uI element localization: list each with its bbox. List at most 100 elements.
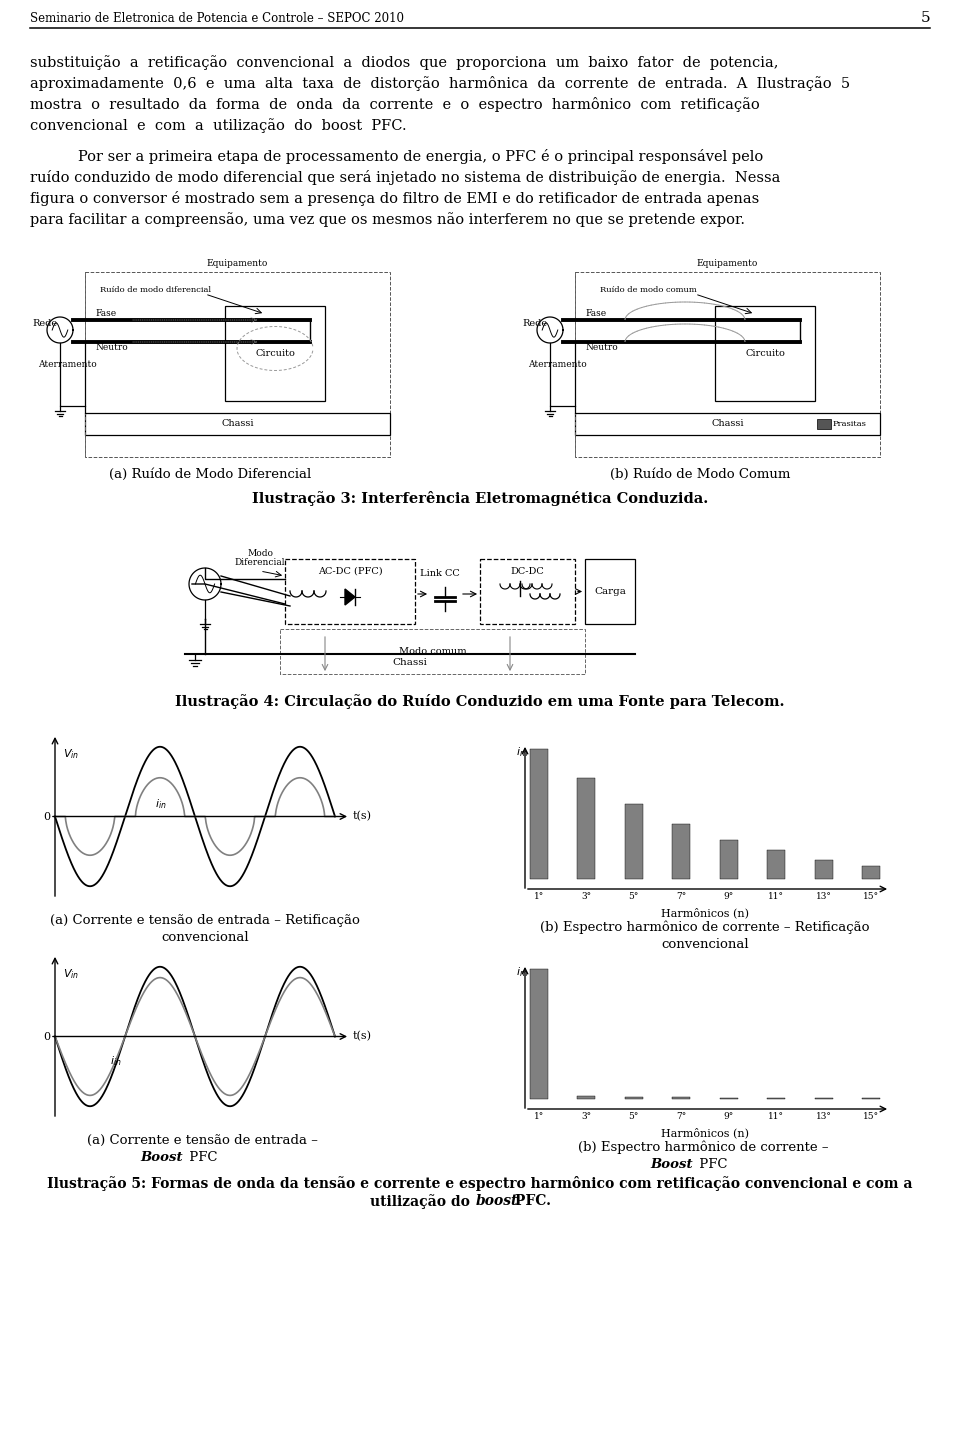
Text: $V_{in}$: $V_{in}$: [63, 967, 79, 980]
Bar: [575, 272, 880, 456]
Text: para facilitar a compreensão, uma vez que os mesmos não interferem no que se pre: para facilitar a compreensão, uma vez qu…: [30, 212, 745, 228]
Bar: [577, 1096, 595, 1099]
Text: aproximadamente  0,6  e  uma  alta  taxa  de  distorção  harmônica  da  corrente: aproximadamente 0,6 e uma alta taxa de d…: [30, 76, 851, 92]
Bar: [767, 850, 785, 879]
Text: $i_{in}$: $i_{in}$: [110, 1055, 122, 1068]
Text: Rede: Rede: [522, 319, 547, 328]
Text: Equipamento: Equipamento: [206, 259, 268, 268]
Text: Diferencial: Diferencial: [235, 558, 285, 567]
Text: Aterramento: Aterramento: [528, 361, 587, 369]
Bar: [862, 866, 880, 879]
Text: 0: 0: [43, 1032, 50, 1042]
Text: 3°: 3°: [582, 892, 591, 902]
Bar: [575, 414, 880, 435]
Bar: [715, 306, 815, 401]
Bar: [672, 1098, 690, 1099]
Text: Circuito: Circuito: [255, 349, 295, 358]
Text: Neutro: Neutro: [585, 343, 617, 352]
Text: 13°: 13°: [816, 892, 831, 902]
Text: Chassi: Chassi: [711, 419, 744, 428]
Bar: [85, 272, 390, 456]
Text: 11°: 11°: [768, 892, 784, 902]
Text: (a) Ruído de Modo Diferencial: (a) Ruído de Modo Diferencial: [108, 468, 311, 481]
Text: Fase: Fase: [585, 309, 606, 318]
Text: boost: boost: [476, 1193, 518, 1208]
Text: Boost: Boost: [650, 1158, 693, 1171]
Text: 13°: 13°: [816, 1112, 831, 1120]
Text: 0: 0: [43, 811, 50, 821]
Text: Ilustração 4: Circulação do Ruído Conduzido em uma Fonte para Telecom.: Ilustração 4: Circulação do Ruído Conduz…: [176, 694, 784, 708]
Text: DC-DC: DC-DC: [511, 567, 544, 577]
Bar: [815, 860, 832, 879]
Bar: [225, 306, 325, 401]
Text: (b) Espectro harmônico de corrente –: (b) Espectro harmônico de corrente –: [578, 1141, 832, 1155]
Bar: [530, 748, 548, 879]
Bar: [85, 414, 390, 435]
Text: Aterramento: Aterramento: [38, 361, 97, 369]
Bar: [817, 419, 831, 429]
Text: Circuito: Circuito: [745, 349, 785, 358]
Text: Ilustração 5: Formas de onda da tensão e corrente e espectro harmônico com retif: Ilustração 5: Formas de onda da tensão e…: [47, 1176, 913, 1191]
Bar: [625, 1098, 643, 1099]
Bar: [672, 824, 690, 879]
Bar: [625, 804, 643, 879]
Text: Seminario de Eletronica de Potencia e Controle – SEPOC 2010: Seminario de Eletronica de Potencia e Co…: [30, 11, 404, 24]
Text: Chassi: Chassi: [221, 419, 253, 428]
Text: Fase: Fase: [95, 309, 116, 318]
Polygon shape: [345, 590, 355, 605]
Text: 5°: 5°: [629, 1112, 639, 1120]
Text: 5: 5: [921, 11, 930, 24]
Text: Boost: Boost: [140, 1151, 183, 1163]
Text: 7°: 7°: [676, 1112, 686, 1120]
Text: Ruído de modo comum: Ruído de modo comum: [600, 286, 697, 293]
Text: Ilustração 3: Interferência Eletromagnética Conduzida.: Ilustração 3: Interferência Eletromagnét…: [252, 491, 708, 507]
Text: PFC.: PFC.: [510, 1193, 551, 1208]
Text: Prasitas: Prasitas: [833, 421, 867, 428]
Text: ruído conduzido de modo diferencial que será injetado no sistema de distribuição: ruído conduzido de modo diferencial que …: [30, 170, 780, 185]
Text: $i_{in}$: $i_{in}$: [155, 797, 167, 811]
Text: (b) Espectro harmônico de corrente – Retificação: (b) Espectro harmônico de corrente – Ret…: [540, 922, 870, 934]
Text: substituição  a  retificação  convencional  a  diodos  que  proporciona  um  bai: substituição a retificação convencional …: [30, 54, 779, 70]
Text: Neutro: Neutro: [95, 343, 128, 352]
Text: 5°: 5°: [629, 892, 639, 902]
Text: (b) Ruído de Modo Comum: (b) Ruído de Modo Comum: [610, 468, 790, 481]
Text: Carga: Carga: [594, 587, 626, 595]
Text: Modo: Modo: [247, 550, 273, 558]
Text: 11°: 11°: [768, 1112, 784, 1120]
Text: PFC: PFC: [185, 1151, 218, 1163]
Text: t(s): t(s): [353, 811, 372, 821]
Text: AC-DC (PFC): AC-DC (PFC): [318, 567, 382, 577]
Text: Link CC: Link CC: [420, 570, 460, 578]
Text: Harmônicos (n): Harmônicos (n): [661, 907, 749, 917]
Bar: [577, 777, 595, 879]
Text: Por ser a primeira etapa de processamento de energia, o PFC é o principal respon: Por ser a primeira etapa de processament…: [78, 149, 763, 165]
Text: figura o conversor é mostrado sem a presença do filtro de EMI e do retificador d: figura o conversor é mostrado sem a pres…: [30, 190, 759, 206]
Text: Modo comum: Modo comum: [398, 647, 467, 655]
Text: 9°: 9°: [724, 1112, 733, 1120]
Text: 7°: 7°: [676, 892, 686, 902]
Text: $i_m$: $i_m$: [516, 964, 528, 979]
Text: convencional: convencional: [161, 932, 249, 944]
Text: 3°: 3°: [582, 1112, 591, 1120]
Text: 1°: 1°: [534, 892, 544, 902]
Text: 9°: 9°: [724, 892, 733, 902]
Text: $V_{in}$: $V_{in}$: [63, 747, 79, 761]
Text: convencional: convencional: [661, 937, 749, 952]
Bar: [280, 630, 585, 674]
Text: $i_m$: $i_m$: [516, 746, 528, 758]
Text: (a) Corrente e tensão de entrada – Retificação: (a) Corrente e tensão de entrada – Retif…: [50, 914, 360, 927]
Text: 15°: 15°: [863, 1112, 879, 1120]
Text: (a) Corrente e tensão de entrada –: (a) Corrente e tensão de entrada –: [87, 1133, 323, 1148]
Bar: [530, 969, 548, 1099]
Text: Rede: Rede: [32, 319, 58, 328]
Text: Equipamento: Equipamento: [697, 259, 758, 268]
Text: PFC: PFC: [695, 1158, 728, 1171]
Text: Chassi: Chassi: [393, 658, 427, 667]
Bar: [480, 560, 575, 624]
Text: 15°: 15°: [863, 892, 879, 902]
Bar: [720, 840, 737, 879]
Bar: [285, 560, 415, 624]
Text: utilização do: utilização do: [371, 1193, 475, 1209]
Text: Ruído de modo diferencial: Ruído de modo diferencial: [100, 286, 211, 293]
Text: mostra  o  resultado  da  forma  de  onda  da  corrente  e  o  espectro  harmôni: mostra o resultado da forma de onda da c…: [30, 97, 759, 112]
